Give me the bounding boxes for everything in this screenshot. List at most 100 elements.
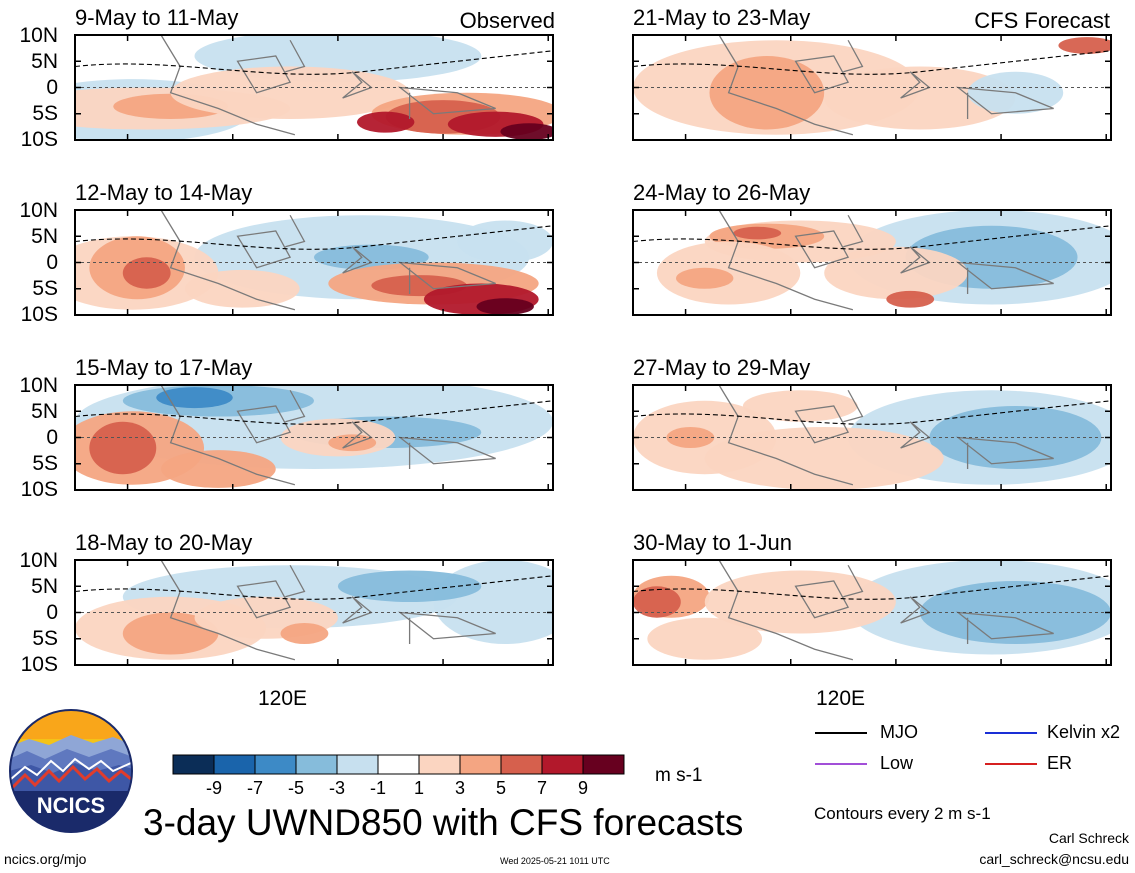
wind-anomaly-region — [184, 269, 300, 308]
author-email: carl_schreck@ncsu.edu — [979, 851, 1129, 867]
wind-anomaly-region — [161, 450, 276, 488]
coastline — [843, 214, 864, 248]
colorbar-tick-label: 5 — [496, 778, 506, 798]
colorbar-box — [172, 754, 215, 775]
legend-low-label: Low — [880, 753, 914, 773]
coastline — [285, 389, 306, 423]
wind-anomaly-region — [733, 226, 782, 240]
coastline — [342, 71, 373, 99]
contour-line — [633, 400, 1111, 425]
legend-er-line — [985, 763, 1037, 765]
coastline — [160, 210, 296, 311]
coastline — [342, 596, 373, 624]
wind-anomaly-region — [337, 570, 482, 602]
panel-7 — [632, 384, 1112, 491]
wind-anomaly-region — [709, 56, 825, 130]
lat-tick-10n: 10N — [19, 374, 58, 397]
legend-mjo-label: MJO — [880, 722, 918, 742]
colorbar-tick-label: 1 — [414, 778, 424, 798]
coastline — [397, 261, 496, 290]
coastline — [718, 385, 854, 486]
wind-anomaly-region — [704, 570, 896, 634]
lat-tick-5n: 5N — [31, 400, 58, 423]
wind-anomaly-region — [280, 623, 329, 644]
panel-title-4: 18-May to 20-May — [75, 530, 253, 555]
coastline — [794, 55, 850, 94]
wind-anomaly-region — [122, 612, 219, 655]
wind-anomaly-region — [476, 298, 534, 315]
coastline — [342, 246, 373, 274]
legend-mjo-line — [815, 732, 867, 734]
coastline — [160, 560, 296, 661]
colorbar-tick-label: 3 — [455, 778, 465, 798]
wind-anomaly-region — [357, 111, 415, 133]
wind-anomaly-region — [122, 257, 171, 289]
coastline — [160, 35, 296, 136]
colorbar-tick-label: 7 — [537, 778, 547, 798]
colorbar-box — [377, 754, 420, 775]
lat-tick-10s: 10S — [20, 653, 58, 676]
ncics-logo: NCICS — [9, 709, 133, 833]
contour-line — [75, 575, 553, 600]
legend: MJO Kelvin x2 Low ER — [815, 720, 1135, 780]
panel-title-6: 24-May to 26-May — [633, 180, 811, 205]
lat-tick-5s: 5S — [32, 277, 58, 300]
lat-tick-0: 0 — [46, 426, 58, 449]
wind-anomaly-region — [929, 406, 1102, 469]
panel-6 — [632, 209, 1112, 316]
lat-tick-10s: 10S — [20, 478, 58, 501]
coastline — [342, 421, 373, 449]
coastline — [843, 389, 864, 423]
wind-anomaly-region — [314, 244, 429, 270]
lat-tick-5n: 5N — [31, 575, 58, 598]
colorbar-tick-label: -7 — [247, 778, 263, 798]
wind-anomaly-region — [1058, 37, 1111, 54]
coastline — [955, 261, 1054, 290]
lon-tick-left: 120E — [258, 687, 308, 710]
forecast-label: CFS Forecast — [974, 8, 1110, 33]
lat-tick-0: 0 — [46, 251, 58, 274]
panel-2 — [74, 209, 554, 316]
coastline — [718, 210, 854, 311]
coastline — [900, 71, 931, 99]
lat-tick-5n: 5N — [31, 50, 58, 73]
colorbar-box — [418, 754, 461, 775]
panel-title-8: 30-May to 1-Jun — [633, 530, 792, 555]
lat-tick-10s: 10S — [20, 128, 58, 151]
colorbar-tick-label: -9 — [206, 778, 222, 798]
site-url: ncics.org/mjo — [4, 851, 87, 867]
wind-anomaly-region — [919, 581, 1111, 644]
lat-tick-10n: 10N — [19, 199, 58, 222]
panel-3 — [74, 384, 554, 491]
lat-tick-5s: 5S — [32, 627, 58, 650]
legend-er-label: ER — [1047, 753, 1073, 773]
coastline — [236, 405, 292, 444]
coastline — [285, 564, 306, 598]
contour-line — [633, 50, 1111, 75]
lat-tick-10s: 10S — [20, 303, 58, 326]
coastline — [397, 86, 496, 115]
wind-anomaly-region — [676, 267, 734, 289]
colorbar-box — [213, 754, 256, 775]
author: Carl Schreck — [1048, 830, 1129, 846]
wind-anomaly-region — [156, 387, 233, 409]
chart-title: 3-day UWND850 with CFS forecasts — [143, 802, 744, 843]
panel-title-1: 9-May to 11-May — [75, 5, 239, 30]
contour-line — [633, 575, 1111, 600]
coastline — [236, 230, 292, 269]
panel-title-5: 21-May to 23-May — [633, 5, 811, 30]
wind-anomaly-region — [170, 66, 410, 119]
contour-note: Contours every 2 m s-1 — [814, 804, 991, 823]
contour-line — [75, 50, 553, 75]
lat-tick-0: 0 — [46, 76, 58, 99]
lat-tick-5n: 5N — [31, 225, 58, 248]
coastline — [236, 580, 292, 619]
coastline — [794, 230, 850, 269]
coastline — [955, 611, 1054, 640]
lat-tick-5s: 5S — [32, 452, 58, 475]
panels-layer — [74, 34, 1112, 666]
coastline — [900, 246, 931, 274]
contour-line — [75, 225, 553, 250]
colorbar-tick-label: -3 — [329, 778, 345, 798]
colorbar-tick-label: -1 — [370, 778, 386, 798]
